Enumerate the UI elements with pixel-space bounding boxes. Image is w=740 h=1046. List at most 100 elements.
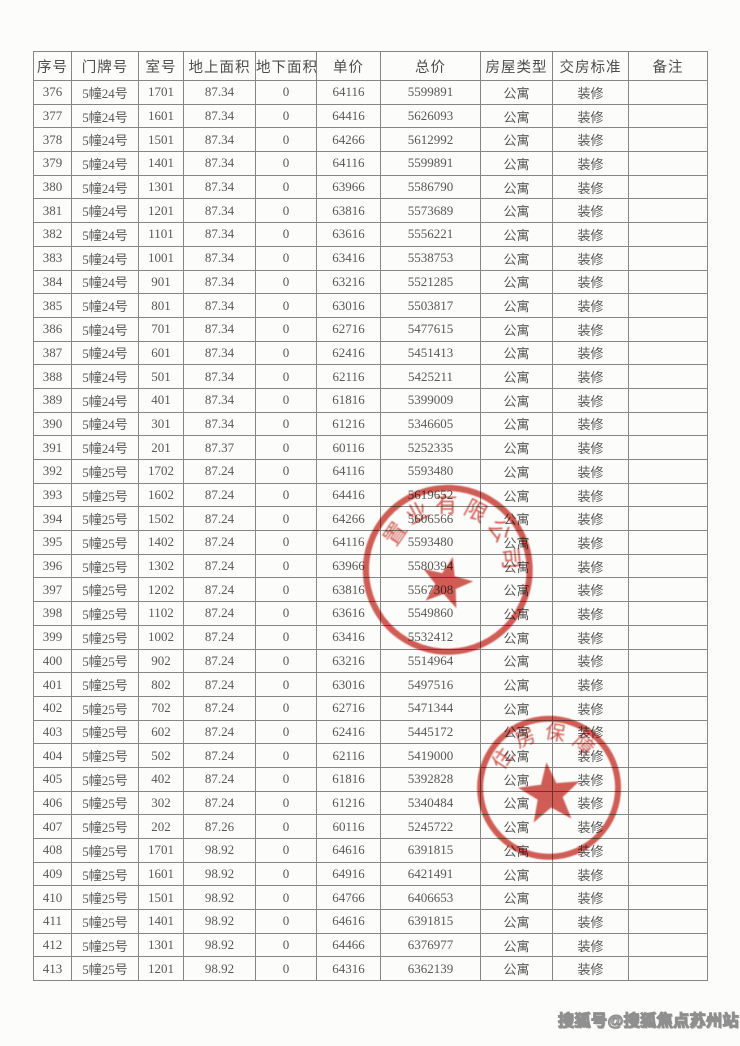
table-cell: 87.24 xyxy=(183,506,256,532)
table-cell: 装修 xyxy=(552,269,629,295)
table-cell: 公寓 xyxy=(480,316,553,342)
table-cell: 5580394 xyxy=(380,553,481,579)
table-cell: 0 xyxy=(255,293,317,318)
table-cell: 0 xyxy=(255,127,317,153)
table-cell: 5幢24号 xyxy=(71,411,139,437)
table-cell: 5幢24号 xyxy=(71,245,139,271)
table-cell: 5幢25号 xyxy=(71,719,139,745)
table-cell: 公寓 xyxy=(480,861,553,887)
table-cell: 0 xyxy=(255,103,317,129)
table-cell: 408 xyxy=(33,838,72,863)
table-cell: 5586790 xyxy=(380,174,481,200)
table-row: 383 5幢24号 1001 87.34 0 63416 5538753 公寓 装修 xyxy=(33,245,708,271)
table-cell: 5幢25号 xyxy=(71,743,139,768)
table-cell: 0 xyxy=(255,766,317,792)
table-cell: 5幢24号 xyxy=(71,174,139,200)
table-cell: 公寓 xyxy=(480,956,553,982)
table-cell: 公寓 xyxy=(480,459,553,484)
table-cell: 87.24 xyxy=(183,743,256,768)
column-header: 室号 xyxy=(138,51,184,81)
table-cell: 5445172 xyxy=(380,719,481,745)
table-cell: 701 xyxy=(138,316,184,342)
table-cell: 64116 xyxy=(316,530,381,555)
table-cell: 301 xyxy=(138,411,184,437)
table-cell: 87.24 xyxy=(183,719,256,745)
table-cell: 装修 xyxy=(552,411,629,437)
table-cell: 64416 xyxy=(316,482,381,508)
table-cell xyxy=(628,743,708,768)
table-cell: 0 xyxy=(255,80,317,105)
column-header: 单价 xyxy=(316,51,381,81)
table-cell: 63216 xyxy=(316,269,381,295)
table-cell xyxy=(628,530,708,555)
table-cell xyxy=(628,766,708,792)
table-row: 389 5幢24号 401 87.34 0 61816 5399009 公寓 装修 xyxy=(33,387,708,413)
table-cell: 5497516 xyxy=(380,672,481,697)
table-cell: 公寓 xyxy=(480,838,553,863)
table-cell xyxy=(628,553,708,579)
table-cell: 5471344 xyxy=(380,695,481,721)
table-cell: 5幢24号 xyxy=(71,387,139,413)
table-row: 404 5幢25号 502 87.24 0 62116 5419000 公寓 装修 xyxy=(33,743,708,768)
table-cell xyxy=(628,956,708,982)
table-cell: 377 xyxy=(33,103,72,129)
table-cell: 1401 xyxy=(138,909,184,934)
table-cell: 装修 xyxy=(552,151,629,176)
table-cell: 装修 xyxy=(552,103,629,129)
table-cell: 5幢24号 xyxy=(71,435,139,460)
table-cell: 392 xyxy=(33,459,72,484)
table-cell: 391 xyxy=(33,435,72,460)
table-cell: 装修 xyxy=(552,459,629,484)
table-cell: 装修 xyxy=(552,719,629,745)
table-row: 395 5幢25号 1402 87.24 0 64116 5593480 公寓 装修 xyxy=(33,530,708,555)
table-cell: 公寓 xyxy=(480,151,553,176)
table-cell: 5幢24号 xyxy=(71,127,139,153)
table-cell: 1301 xyxy=(138,174,184,200)
table-cell xyxy=(628,459,708,484)
table-cell xyxy=(628,909,708,934)
table-cell: 87.24 xyxy=(183,672,256,697)
table-cell: 501 xyxy=(138,364,184,389)
table-cell: 5451413 xyxy=(380,340,481,366)
table-cell: 386 xyxy=(33,316,72,342)
table-cell: 63816 xyxy=(316,198,381,224)
table-cell: 5幢25号 xyxy=(71,766,139,792)
table-cell: 公寓 xyxy=(480,885,553,911)
table-cell: 63216 xyxy=(316,648,381,674)
table-cell: 1202 xyxy=(138,577,184,603)
table-cell: 64316 xyxy=(316,956,381,982)
table-row: 407 5幢25号 202 87.26 0 60116 5245722 公寓 装修 xyxy=(33,814,708,839)
table-cell xyxy=(628,814,708,839)
table-cell: 63416 xyxy=(316,624,381,650)
table-cell: 装修 xyxy=(552,198,629,224)
table-row: 391 5幢24号 201 87.37 0 60116 5252335 公寓 装修 xyxy=(33,435,708,460)
table-cell: 5573689 xyxy=(380,198,481,224)
table-cell: 公寓 xyxy=(480,553,553,579)
table-cell: 602 xyxy=(138,719,184,745)
table-cell: 5幢24号 xyxy=(71,364,139,389)
table-cell: 87.24 xyxy=(183,577,256,603)
table-cell: 201 xyxy=(138,435,184,460)
table-cell: 5幢24号 xyxy=(71,293,139,318)
table-cell: 390 xyxy=(33,411,72,437)
table-cell: 装修 xyxy=(552,482,629,508)
table-cell xyxy=(628,790,708,816)
table-cell: 0 xyxy=(255,151,317,176)
table-cell: 87.24 xyxy=(183,766,256,792)
table-row: 385 5幢24号 801 87.34 0 63016 5503817 公寓 装修 xyxy=(33,293,708,318)
table-cell: 87.24 xyxy=(183,553,256,579)
table-row: 376 5幢24号 1701 87.34 0 64116 5599891 公寓 装修 xyxy=(33,80,708,105)
table-cell xyxy=(628,293,708,318)
table-cell: 64466 xyxy=(316,932,381,958)
table-cell xyxy=(628,340,708,366)
table-cell: 63016 xyxy=(316,672,381,697)
table-cell: 1102 xyxy=(138,601,184,626)
table-cell: 0 xyxy=(255,198,317,224)
table-cell: 412 xyxy=(33,932,72,958)
table-cell: 公寓 xyxy=(480,198,553,224)
table-cell: 87.34 xyxy=(183,340,256,366)
table-cell: 5幢25号 xyxy=(71,506,139,532)
table-cell: 902 xyxy=(138,648,184,674)
table-cell: 0 xyxy=(255,411,317,437)
table-cell: 公寓 xyxy=(480,340,553,366)
